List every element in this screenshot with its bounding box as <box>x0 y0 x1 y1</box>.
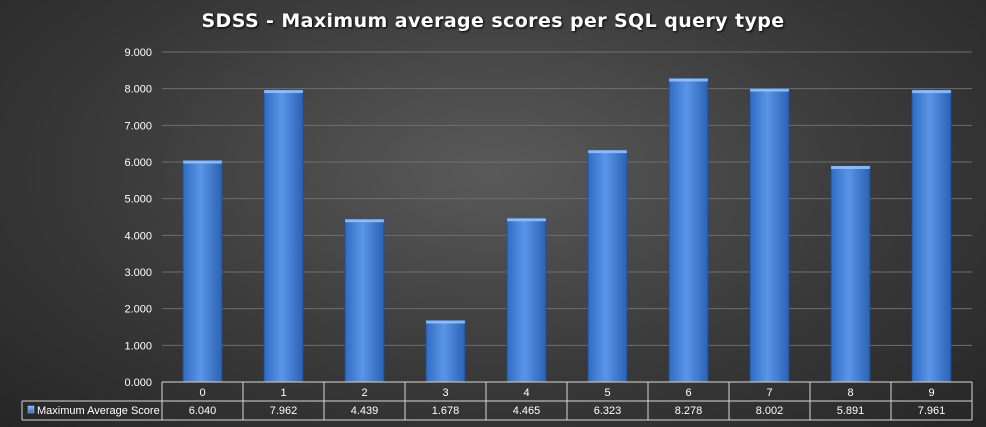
data-label: 1.678 <box>432 405 460 417</box>
bars <box>182 78 952 383</box>
bar-top-cap <box>831 165 870 169</box>
bar-top-cap <box>345 219 384 223</box>
y-tick-label: 4.000 <box>124 230 152 242</box>
bar <box>344 218 385 383</box>
y-tick-label: 8.000 <box>124 84 152 96</box>
bar <box>749 88 790 383</box>
data-label: 7.962 <box>270 405 298 417</box>
data-label: 6.040 <box>189 405 217 417</box>
x-tick-label: 8 <box>847 387 853 399</box>
bar-top-cap <box>264 90 303 94</box>
y-tick-label: 5.000 <box>124 194 152 206</box>
bar <box>425 320 466 383</box>
bar-top-cap <box>588 150 627 154</box>
data-label: 8.002 <box>756 405 784 417</box>
data-label: 7.961 <box>918 405 946 417</box>
bar-top-cap <box>669 78 708 82</box>
bar <box>587 149 628 383</box>
bar <box>263 89 304 383</box>
y-tick-label: 9.000 <box>124 47 152 59</box>
data-label: 6.323 <box>594 405 622 417</box>
data-label: 4.439 <box>351 405 379 417</box>
x-tick-label: 0 <box>199 387 205 399</box>
y-tick-label: 6.000 <box>124 157 152 169</box>
y-tick-label: 0.000 <box>124 377 152 389</box>
bar-top-cap <box>426 320 465 324</box>
data-table: 0 1 2 3 4 5 6 7 8 9 Maximum Average Score 6.040 7.96… <box>21 381 973 421</box>
y-tick-label: 2.000 <box>124 304 152 316</box>
x-tick-label: 7 <box>766 387 772 399</box>
chart-title: SDSS - Maximum average scores per SQL qu… <box>201 10 785 32</box>
x-tick-label: 5 <box>604 387 610 399</box>
bar <box>668 78 709 383</box>
y-axis-ticks: 0.000 1.000 2.000 3.000 4.000 5.000 6.000 7.000… <box>124 47 152 389</box>
x-tick-label: 9 <box>928 387 934 399</box>
bar <box>506 217 547 383</box>
bar-top-cap <box>912 90 951 94</box>
x-tick-label: 4 <box>523 387 529 399</box>
bar <box>182 160 223 383</box>
data-label: 8.278 <box>675 405 703 417</box>
x-tick-label: 1 <box>280 387 286 399</box>
data-label: 4.465 <box>513 405 541 417</box>
bar <box>911 89 952 383</box>
y-tick-label: 7.000 <box>124 120 152 132</box>
bar-top-cap <box>183 160 222 164</box>
bar-top-cap <box>507 218 546 222</box>
y-tick-label: 3.000 <box>124 267 152 279</box>
x-tick-label: 3 <box>442 387 448 399</box>
legend-key <box>27 405 35 414</box>
x-tick-label: 2 <box>361 387 367 399</box>
x-tick-label: 6 <box>685 387 691 399</box>
legend-series-name: Maximum Average Score <box>37 405 160 417</box>
bar <box>830 165 871 383</box>
bar-top-cap <box>750 88 789 92</box>
data-label: 5.891 <box>837 405 865 417</box>
y-tick-label: 1.000 <box>124 340 152 352</box>
